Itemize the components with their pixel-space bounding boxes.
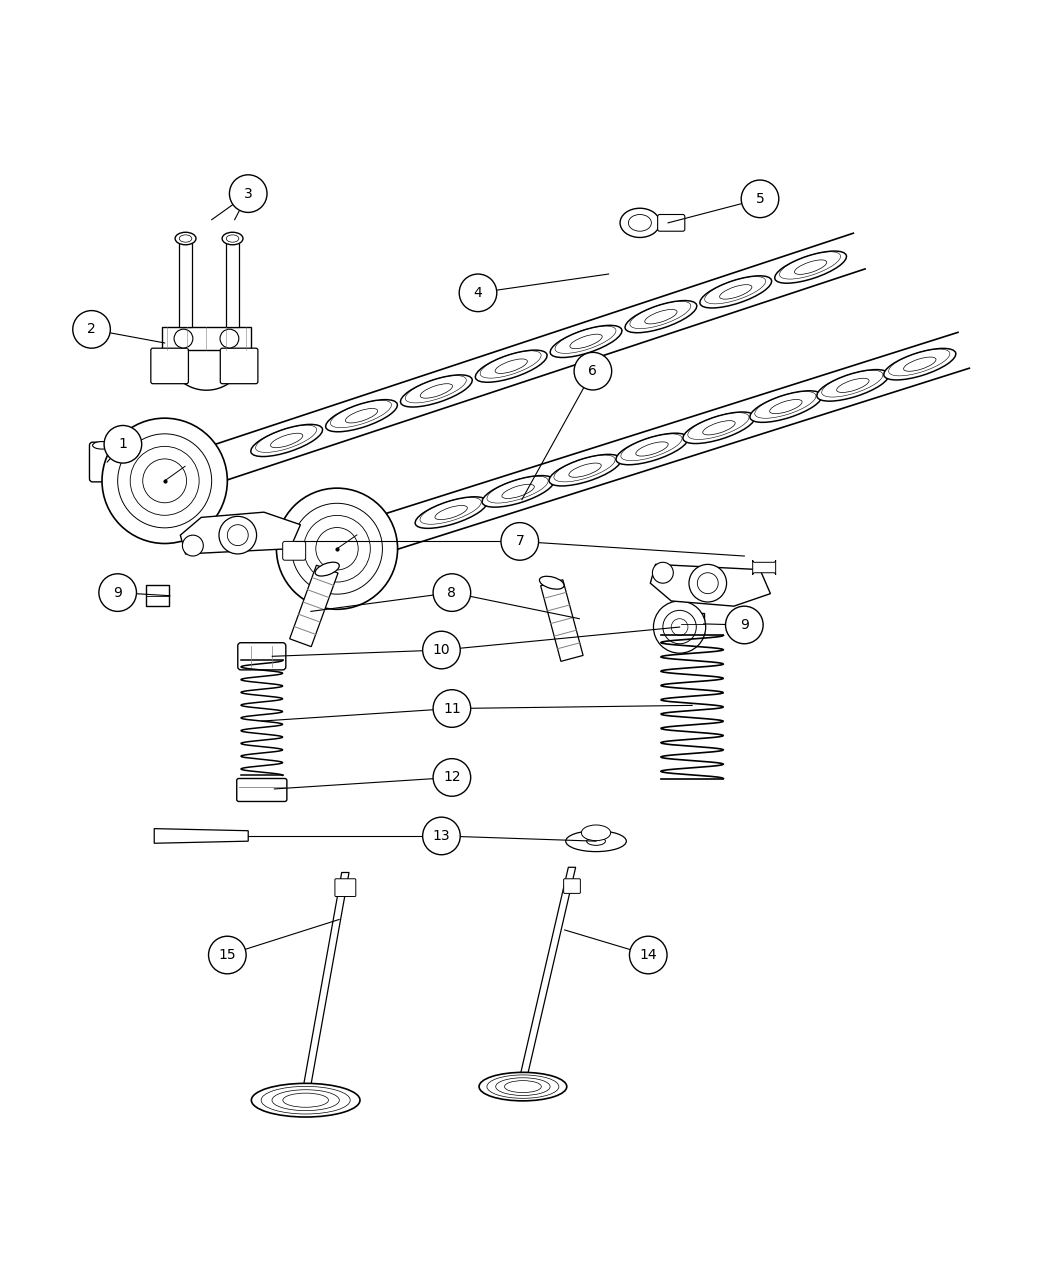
Text: 14: 14 — [639, 949, 657, 963]
FancyBboxPatch shape — [753, 560, 776, 575]
Text: 3: 3 — [244, 186, 253, 200]
Polygon shape — [290, 565, 338, 646]
Circle shape — [459, 274, 497, 311]
FancyBboxPatch shape — [335, 878, 356, 896]
Circle shape — [501, 523, 539, 560]
FancyBboxPatch shape — [564, 878, 581, 894]
Circle shape — [629, 936, 667, 974]
Circle shape — [423, 817, 460, 854]
Ellipse shape — [817, 370, 889, 402]
Circle shape — [689, 565, 727, 602]
Circle shape — [183, 536, 204, 556]
Ellipse shape — [587, 836, 606, 845]
Text: 1: 1 — [119, 437, 127, 451]
Circle shape — [174, 329, 193, 348]
Ellipse shape — [92, 441, 111, 449]
Ellipse shape — [582, 825, 611, 840]
Ellipse shape — [251, 425, 322, 456]
FancyBboxPatch shape — [680, 613, 704, 635]
Ellipse shape — [415, 497, 487, 528]
Circle shape — [229, 175, 267, 213]
Ellipse shape — [326, 399, 397, 432]
Ellipse shape — [682, 412, 755, 444]
Ellipse shape — [251, 1084, 360, 1117]
Text: 7: 7 — [516, 534, 524, 548]
Ellipse shape — [315, 562, 339, 576]
Ellipse shape — [566, 831, 626, 852]
Ellipse shape — [621, 208, 659, 237]
Ellipse shape — [549, 454, 621, 486]
FancyBboxPatch shape — [220, 348, 258, 384]
Text: 13: 13 — [433, 829, 450, 843]
Ellipse shape — [550, 325, 622, 357]
Polygon shape — [650, 565, 771, 606]
Text: 9: 9 — [740, 618, 749, 632]
Text: 5: 5 — [756, 191, 764, 205]
FancyBboxPatch shape — [180, 238, 192, 328]
Circle shape — [104, 426, 142, 463]
Text: 4: 4 — [474, 286, 482, 300]
Text: 11: 11 — [443, 701, 461, 715]
Polygon shape — [302, 872, 349, 1094]
FancyBboxPatch shape — [227, 238, 238, 328]
Ellipse shape — [400, 375, 472, 407]
Ellipse shape — [616, 434, 688, 465]
FancyBboxPatch shape — [282, 542, 306, 560]
FancyBboxPatch shape — [237, 643, 286, 669]
Polygon shape — [154, 829, 248, 843]
FancyBboxPatch shape — [89, 442, 114, 482]
Text: 15: 15 — [218, 949, 236, 963]
Ellipse shape — [223, 232, 243, 245]
Circle shape — [220, 329, 238, 348]
Polygon shape — [181, 513, 300, 553]
Ellipse shape — [700, 275, 772, 309]
Circle shape — [433, 574, 470, 612]
Circle shape — [726, 606, 763, 644]
Circle shape — [433, 690, 470, 727]
Ellipse shape — [476, 351, 547, 382]
Ellipse shape — [479, 1072, 567, 1100]
Text: 2: 2 — [87, 323, 96, 337]
Circle shape — [72, 311, 110, 348]
FancyBboxPatch shape — [146, 585, 169, 606]
Circle shape — [741, 180, 779, 218]
Text: 8: 8 — [447, 585, 457, 599]
FancyBboxPatch shape — [162, 328, 251, 351]
Circle shape — [652, 562, 673, 583]
Circle shape — [574, 352, 612, 390]
Text: 12: 12 — [443, 770, 461, 784]
Ellipse shape — [750, 391, 822, 422]
Text: 6: 6 — [588, 365, 597, 379]
Ellipse shape — [884, 348, 956, 380]
Ellipse shape — [482, 476, 554, 507]
Circle shape — [423, 631, 460, 669]
Circle shape — [219, 516, 256, 553]
Ellipse shape — [175, 232, 196, 245]
Circle shape — [276, 488, 398, 609]
FancyBboxPatch shape — [151, 348, 188, 384]
Circle shape — [209, 936, 246, 974]
FancyBboxPatch shape — [657, 214, 685, 231]
Circle shape — [99, 574, 136, 612]
Circle shape — [102, 418, 228, 543]
Text: 10: 10 — [433, 643, 450, 657]
Ellipse shape — [540, 576, 564, 589]
Circle shape — [653, 601, 706, 653]
Ellipse shape — [625, 301, 697, 333]
Ellipse shape — [775, 251, 846, 283]
Polygon shape — [541, 580, 583, 662]
Text: 9: 9 — [113, 585, 122, 599]
Polygon shape — [520, 867, 575, 1080]
FancyBboxPatch shape — [236, 779, 287, 802]
Circle shape — [433, 759, 470, 797]
